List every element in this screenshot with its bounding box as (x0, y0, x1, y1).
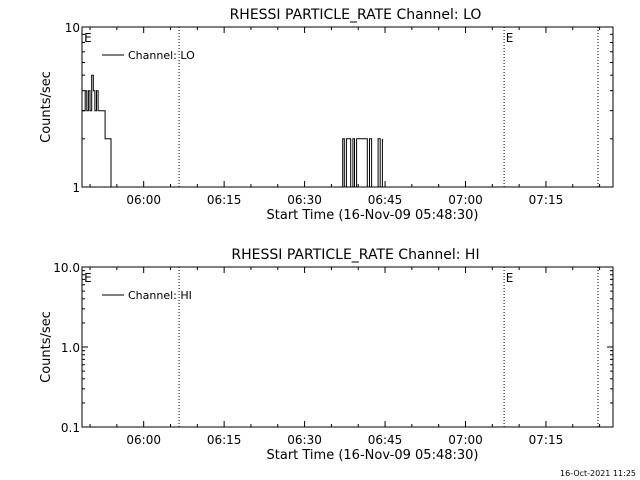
x-tick-label: 07:00 (448, 433, 483, 447)
x-axis-label: Start Time (16-Nov-09 05:48:30) (267, 208, 479, 223)
x-tick-label: 07:15 (529, 433, 564, 447)
x-tick-label: 07:15 (529, 193, 564, 207)
x-tick-label: 06:30 (287, 193, 322, 207)
event-label: E (506, 271, 514, 285)
event-label: E (84, 31, 92, 45)
legend-label: Channel: LO (128, 49, 195, 62)
chart-title: RHESSI PARTICLE_RATE Channel: LO (230, 7, 482, 23)
y-axis-label: Counts/sec (39, 71, 54, 143)
chart-panel-1: RHESSI PARTICLE_RATE Channel: LO 06:00 06:… (39, 7, 614, 223)
x-tick-label: 06:00 (126, 193, 161, 207)
chart-panel-2: RHESSI PARTICLE_RATE Channel: HI 06:00 06:… (39, 247, 614, 463)
x-tick-label: 06:00 (126, 433, 161, 447)
y-tick-label: 10.0 (53, 261, 80, 275)
x-tick-label: 06:15 (207, 193, 242, 207)
y-tick-label: 1 (72, 181, 80, 195)
chart-title: RHESSI PARTICLE_RATE Channel: HI (231, 247, 479, 263)
x-tick-label: 06:30 (287, 433, 322, 447)
x-axis-label: Start Time (16-Nov-09 05:48:30) (267, 448, 479, 463)
event-label: E (84, 271, 92, 285)
y-axis-label: Counts/sec (39, 311, 54, 383)
series-line (82, 74, 135, 188)
y-tick-label: 10 (65, 21, 80, 35)
x-tick-label: 06:45 (368, 433, 403, 447)
series-line-segment (340, 138, 383, 188)
plot-frame (81, 26, 614, 188)
y-tick-label: 0.1 (61, 421, 80, 435)
x-tick-label: 06:15 (207, 433, 242, 447)
legend-label: Channel: HI (128, 289, 192, 302)
event-label: E (506, 31, 514, 45)
x-tick-label: 07:00 (448, 193, 483, 207)
y-tick-label: 1.0 (61, 341, 80, 355)
x-tick-label: 06:45 (368, 193, 403, 207)
timestamp: 16-Oct-2021 11:25 (560, 469, 636, 478)
